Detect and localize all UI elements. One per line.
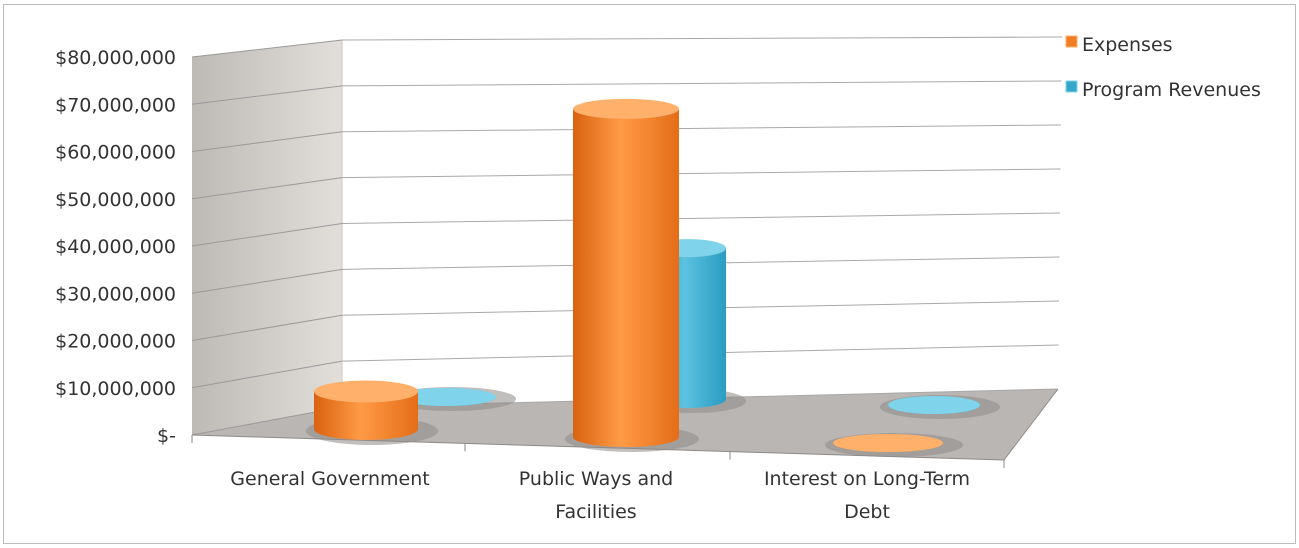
y-tick-label: $20,000,000 [55,331,176,353]
y-tick-label: $50,000,000 [55,189,176,211]
legend-label: Expenses [1082,34,1173,56]
category-label: Interest on Long-Term Debt [764,468,970,523]
legend-item-program-revenues: Program Revenues [1065,79,1261,101]
bar-body [573,108,679,447]
gridline-side [191,360,343,389]
gridline-back [341,168,1061,179]
y-tick-label: $70,000,000 [55,94,176,116]
gridline-side [191,39,343,58]
legend-swatch [1065,35,1078,48]
legend-item-expenses: Expenses [1065,34,1173,56]
gridline-side [191,223,343,247]
floor-right-edge [1003,388,1059,461]
y-tick-label: $60,000,000 [55,142,176,164]
expenses-revenues-chart: $- $10,000,000 $20,000,000 $30,000,000 $40,0… [55,34,1261,523]
bar-expenses-0 [306,380,438,445]
gridline-side [191,131,343,152]
legend: Expenses Program Revenues [1065,34,1261,101]
side-wall [192,40,342,435]
legend-swatch [1065,80,1078,93]
bar-top [396,388,496,406]
gridline-back [341,36,1063,41]
gridline-side [191,314,343,341]
legend-label: Program Revenues [1082,79,1261,101]
category-label: General Government [230,468,429,490]
bar-top [314,380,418,403]
bar-top [833,434,943,452]
bar-top [888,396,980,414]
gridline-side [191,268,343,294]
y-tick-label: $30,000,000 [55,283,176,305]
gridline-back [341,212,1061,224]
gridline-back [341,80,1062,87]
bar-expenses-2 [825,433,963,457]
chart-frame: $- $10,000,000 $20,000,000 $30,000,000 $40,0… [3,4,1296,544]
gridline-side [191,177,343,200]
bars [306,98,1000,457]
bar-program-revenues-2 [880,395,1000,419]
y-tick-label: $40,000,000 [55,236,176,258]
bar-body [314,391,418,440]
y-axis-ticks: $- $10,000,000 $20,000,000 $30,000,000 $40,0… [55,47,176,447]
gridline-back [341,124,1062,133]
category-label: Public Ways and Facilities [519,468,673,523]
gridline-side [191,85,343,105]
y-tick-label: $80,000,000 [55,47,176,69]
bar-expenses-1 [565,98,699,452]
category-labels: General Government Public Ways and Facilit… [230,468,970,523]
bar-program-revenues-0 [388,387,516,411]
bar-top [573,98,679,119]
gridlines [191,36,1063,468]
y-tick-label: $10,000,000 [55,378,176,400]
y-tick-label: $- [157,425,176,447]
